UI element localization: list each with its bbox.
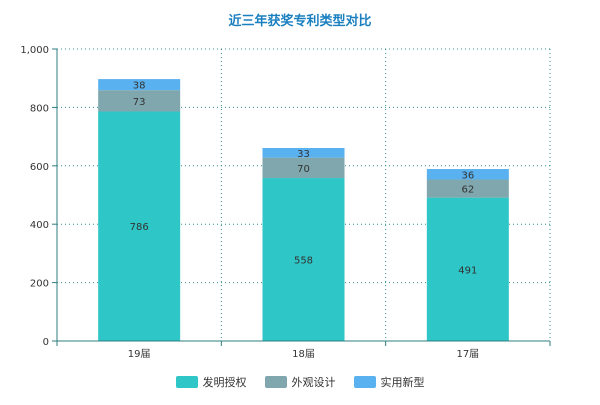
legend-label: 发明授权: [202, 376, 247, 389]
bar-segment[interactable]: [426, 197, 509, 341]
bar-segment[interactable]: [426, 169, 509, 180]
data-label: 70: [297, 164, 310, 175]
legend-swatch: [175, 376, 198, 388]
legend-item[interactable]: 实用新型: [353, 374, 425, 390]
y-tick-label: 200: [30, 279, 49, 290]
x-tick-label: 17届: [456, 348, 479, 360]
bar-segment[interactable]: [98, 90, 181, 112]
legend: 发明授权 外观设计 实用新型: [0, 374, 600, 390]
bar-segment[interactable]: [262, 157, 345, 179]
y-tick-label: 400: [30, 220, 49, 231]
y-tick-label: 0: [43, 337, 49, 348]
bar-segment[interactable]: [262, 178, 345, 341]
bar-segment[interactable]: [426, 179, 509, 198]
y-tick-label: 600: [30, 162, 49, 173]
data-label: 491: [458, 265, 477, 276]
data-label: 786: [130, 222, 149, 233]
data-label: 558: [294, 256, 313, 267]
data-label: 73: [133, 97, 146, 108]
data-label: 62: [461, 185, 474, 196]
legend-item[interactable]: 发明授权: [175, 374, 247, 390]
legend-swatch: [353, 376, 376, 388]
chart-title: 近三年获奖专利类型对比: [228, 13, 371, 29]
bar-segment[interactable]: [98, 111, 181, 341]
bar-segment[interactable]: [98, 79, 181, 91]
legend-label: 实用新型: [380, 376, 425, 389]
x-tick-label: 19届: [128, 348, 151, 360]
legend-swatch: [264, 376, 287, 388]
x-tick-label: 18届: [292, 348, 315, 360]
data-label: 33: [297, 149, 310, 160]
data-labels: 786 73 38 558 70 33 491 62 36: [130, 81, 478, 277]
axes: 0 200 400 600 800 1,000 19届 18届 17届: [20, 45, 551, 360]
bar-segment[interactable]: [262, 147, 345, 158]
bars: [98, 79, 509, 341]
y-tick-label: 800: [30, 103, 49, 114]
data-label: 38: [133, 81, 146, 92]
legend-label: 外观设计: [291, 376, 336, 389]
grid-lines: [57, 48, 551, 341]
data-label: 36: [461, 170, 474, 181]
y-tick-label: 1,000: [20, 45, 49, 56]
legend-item[interactable]: 外观设计: [264, 374, 336, 390]
